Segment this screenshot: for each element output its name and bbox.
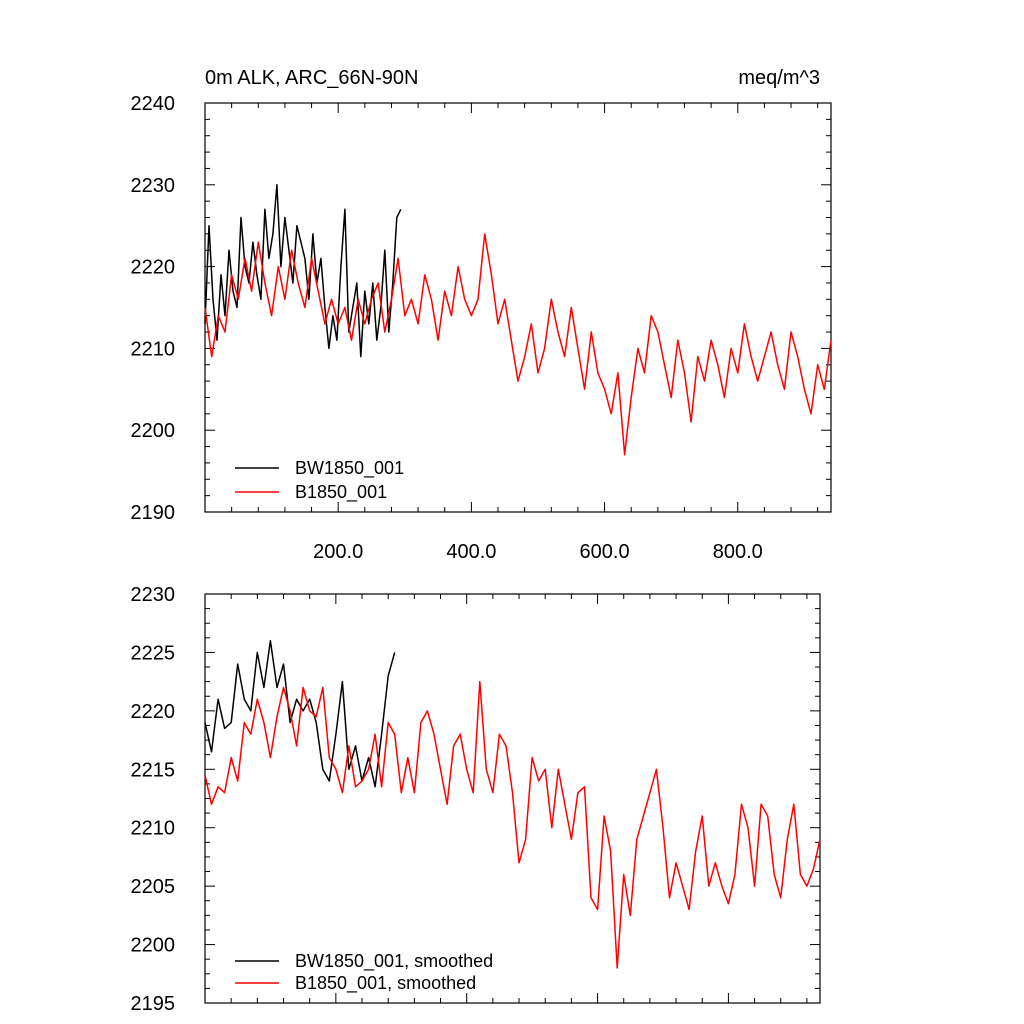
legend-label: BW1850_001	[295, 458, 404, 479]
y-tick-label: 2190	[131, 502, 176, 524]
y-tick-label: 2220	[131, 701, 176, 723]
y-tick-label: 2200	[131, 935, 176, 957]
y-tick-label: 2195	[131, 993, 176, 1015]
x-tick-label: 600.0	[580, 541, 630, 563]
legend-label: B1850_001, smoothed	[295, 973, 476, 994]
top-panel-title: 0m ALK, ARC_66N-90N	[205, 67, 418, 89]
bottom-panel: 2195 2200 2205 2210 2215 2220 2225 2230 BW1850_0…	[131, 584, 821, 1015]
y-tick-label: 2220	[131, 257, 176, 279]
y-tick-label: 2225	[131, 642, 176, 664]
y-tick-label: 2230	[131, 175, 176, 197]
legend-label: B1850_001	[295, 482, 387, 503]
y-tick-label: 2215	[131, 759, 176, 781]
y-tick-label: 2210	[131, 818, 176, 840]
x-tick-label: 200.0	[313, 541, 363, 563]
x-tick-label: 800.0	[713, 541, 763, 563]
y-tick-label: 2210	[131, 338, 176, 360]
plot-frame	[204, 102, 832, 513]
top-panel-units: meq/m^3	[738, 67, 820, 89]
legend-label: BW1850_001, smoothed	[295, 951, 493, 972]
series-line-b1850-001-smoothed	[204, 680, 821, 969]
y-tick-label: 2230	[131, 584, 176, 606]
top-panel: 0m ALK, ARC_66N-90N meq/m^3 2190 2200 2210…	[131, 67, 832, 563]
y-tick-label: 2200	[131, 420, 176, 442]
x-tick-label: 400.0	[446, 541, 496, 563]
y-tick-label: 2205	[131, 876, 176, 898]
y-tick-label: 2240	[131, 93, 176, 115]
series-line-bw1850-001-smoothed	[204, 639, 396, 788]
series-line-bw1850-001	[204, 184, 402, 358]
series-line-b1850-001	[204, 233, 832, 456]
